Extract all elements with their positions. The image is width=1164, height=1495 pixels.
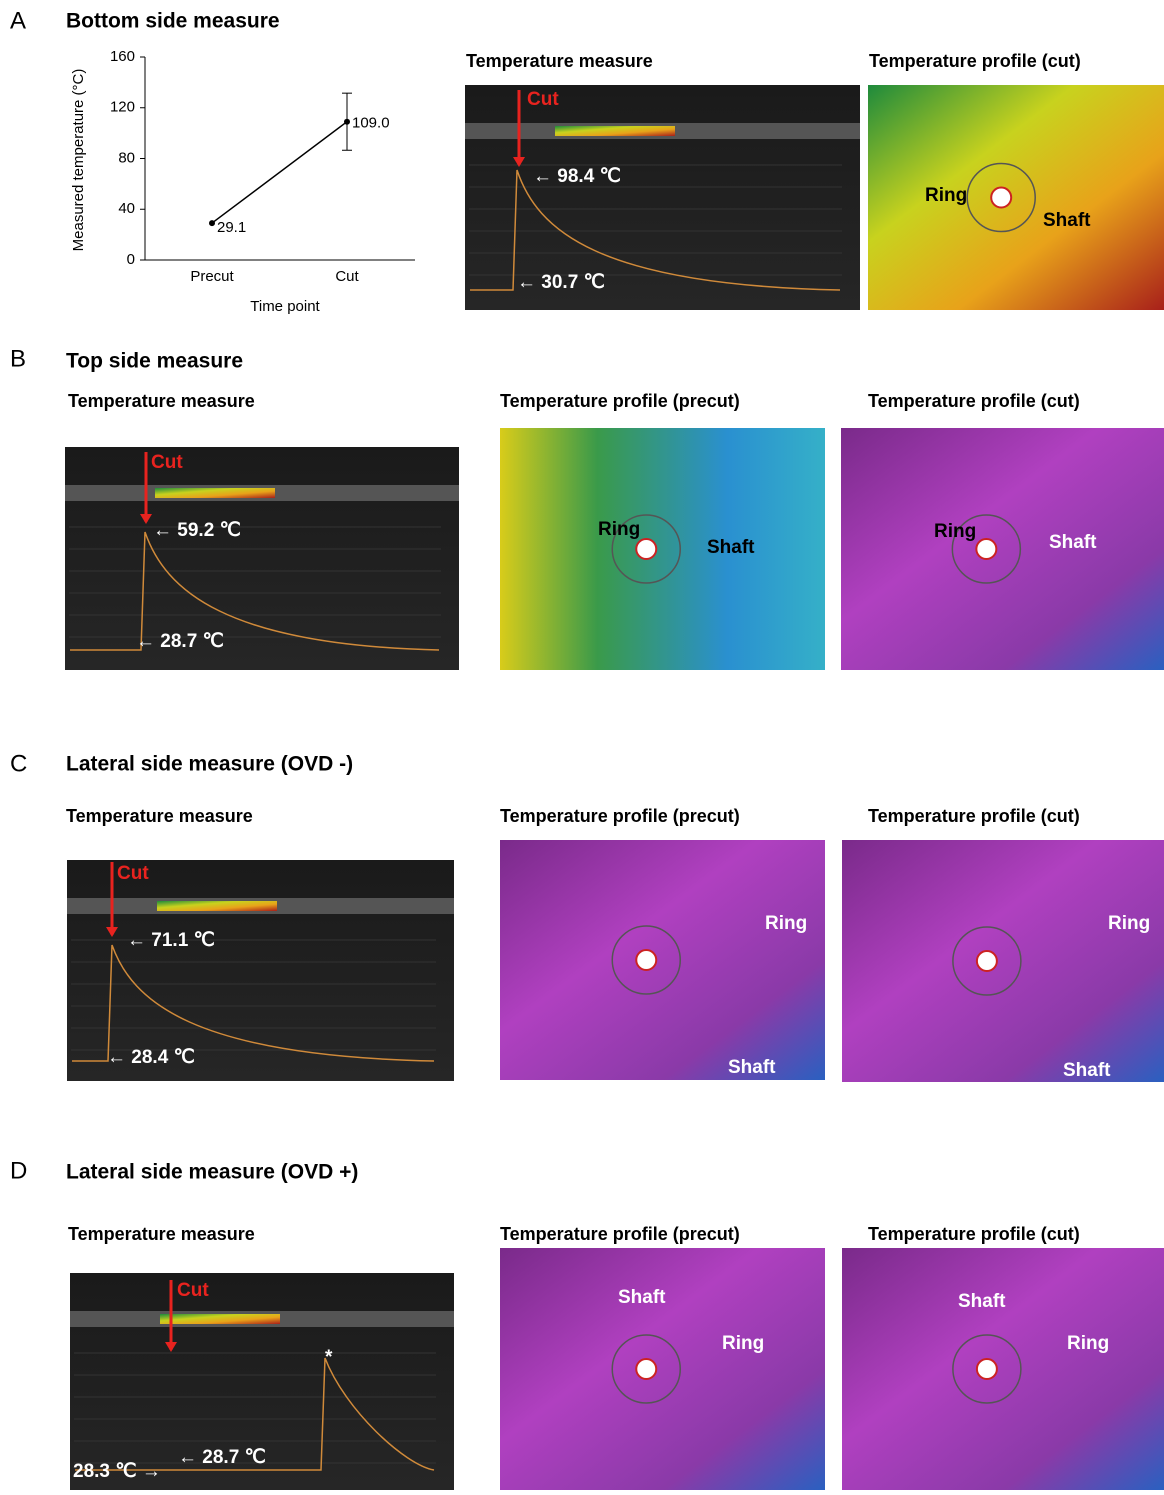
annotation: Ring: [925, 185, 967, 206]
panel-letter: B: [10, 345, 26, 372]
spectrum: [155, 488, 275, 498]
panel-title: Bottom side measure: [66, 10, 280, 33]
annotation: Ring: [598, 519, 640, 540]
annotation: ← 71.1 ℃: [127, 930, 215, 951]
image-caption: Temperature profile (precut): [500, 391, 740, 411]
annotation: Ring: [722, 1333, 764, 1354]
hot-spot: [977, 1359, 997, 1379]
panel-title: Lateral side measure (OVD -): [66, 753, 353, 776]
panel-title: Top side measure: [66, 350, 243, 373]
x-axis-label: Time point: [250, 298, 320, 315]
annotation: ← 28.7 ℃: [178, 1447, 266, 1468]
panel-letter: C: [10, 750, 27, 777]
annotation: Cut: [117, 863, 149, 884]
annotation: Ring: [765, 913, 807, 934]
annotation: 28.3 ℃ →: [73, 1461, 161, 1482]
annotation: ← 98.4 ℃: [533, 166, 621, 187]
image: [841, 428, 1164, 670]
line: [212, 122, 347, 223]
panel-letter: A: [10, 7, 26, 34]
annotation: Shaft: [1049, 532, 1097, 553]
image: [842, 1248, 1164, 1490]
annotation: Shaft: [958, 1291, 1006, 1312]
image-caption: Temperature measure: [68, 1224, 255, 1244]
annotation: ← 30.7 ℃: [517, 272, 605, 293]
annotation: Cut: [527, 89, 559, 110]
image-caption: Temperature profile (precut): [500, 806, 740, 826]
hot-spot: [636, 539, 656, 559]
y-axis-label: Measured temperature (°C): [70, 69, 87, 252]
annotation: *: [325, 1347, 333, 1368]
annotation: Shaft: [707, 537, 755, 558]
point: [344, 119, 350, 125]
image-caption: Temperature profile (cut): [868, 1224, 1080, 1244]
point: [209, 220, 215, 226]
y-tick-label: 40: [118, 200, 135, 217]
panel-letter: D: [10, 1157, 27, 1184]
y-tick-label: 80: [118, 149, 135, 166]
hot-spot: [636, 1359, 656, 1379]
image-caption: Temperature profile (precut): [500, 1224, 740, 1244]
hot-spot: [976, 539, 996, 559]
hot-spot: [636, 950, 656, 970]
annotation: Ring: [1108, 913, 1150, 934]
panel-title: Lateral side measure (OVD +): [66, 1161, 358, 1184]
annotation: Shaft: [1043, 210, 1091, 231]
image-caption: Temperature measure: [68, 391, 255, 411]
annotation: Ring: [934, 521, 976, 542]
spectrum: [160, 1314, 280, 1324]
x-tick-label: Cut: [335, 268, 359, 285]
value-label: 29.1: [217, 219, 246, 236]
image-caption: Temperature profile (cut): [868, 806, 1080, 826]
spectrum: [157, 901, 277, 911]
annotation: Cut: [177, 1280, 209, 1301]
y-tick-label: 0: [127, 251, 135, 268]
annotation: Cut: [151, 452, 183, 473]
annotation: Shaft: [728, 1057, 776, 1078]
image: [868, 85, 1164, 310]
hot-spot: [991, 188, 1011, 208]
annotation: Ring: [1067, 1333, 1109, 1354]
annotation: Shaft: [618, 1287, 666, 1308]
image-caption: Temperature profile (cut): [869, 51, 1081, 71]
annotation: ← 28.7 ℃: [136, 631, 224, 652]
image: [500, 840, 825, 1080]
value-label: 109.0: [352, 115, 390, 132]
y-tick-label: 160: [110, 48, 135, 65]
image: [500, 428, 825, 670]
image: [500, 1248, 825, 1490]
image: [842, 840, 1164, 1082]
annotation: ← 28.4 ℃: [107, 1047, 195, 1068]
annotation: ← 59.2 ℃: [153, 520, 241, 541]
hot-spot: [977, 951, 997, 971]
annotation: Shaft: [1063, 1060, 1111, 1081]
y-tick-label: 120: [110, 99, 135, 116]
image-caption: Temperature measure: [66, 806, 253, 826]
figure: A Bottom side measure Temperature measure C…: [0, 0, 1164, 1490]
spectrum: [555, 126, 675, 136]
image-caption: Temperature profile (cut): [868, 391, 1080, 411]
x-tick-label: Precut: [190, 268, 234, 285]
image-caption: Temperature measure: [466, 51, 653, 71]
